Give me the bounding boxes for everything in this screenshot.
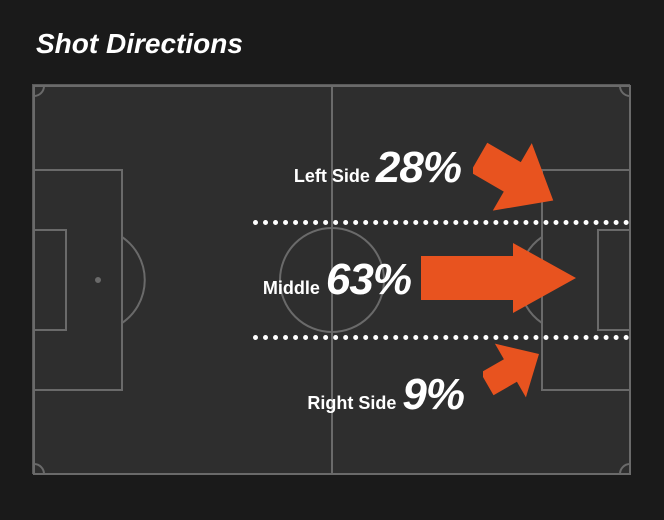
pitch-container: Left Side 28% Middle 63% Right Side 9% xyxy=(32,84,630,474)
lane-name: Right Side xyxy=(307,393,396,413)
lane-percent: 9% xyxy=(402,370,464,419)
lane-divider xyxy=(253,220,629,225)
lane-name: Left Side xyxy=(294,166,370,186)
lane-name: Middle xyxy=(263,278,320,298)
direction-arrow-left xyxy=(473,140,559,218)
direction-arrow-middle xyxy=(421,243,576,313)
lane-label-right: Right Side 9% xyxy=(307,370,464,420)
lane-percent: 28% xyxy=(376,143,461,192)
lane-label-left: Left Side 28% xyxy=(294,143,461,193)
lane-percent: 63% xyxy=(326,255,411,304)
lane-divider xyxy=(253,335,629,340)
direction-arrow-right xyxy=(483,338,543,400)
lane-label-middle: Middle 63% xyxy=(263,255,411,305)
chart-title: Shot Directions xyxy=(36,28,632,60)
